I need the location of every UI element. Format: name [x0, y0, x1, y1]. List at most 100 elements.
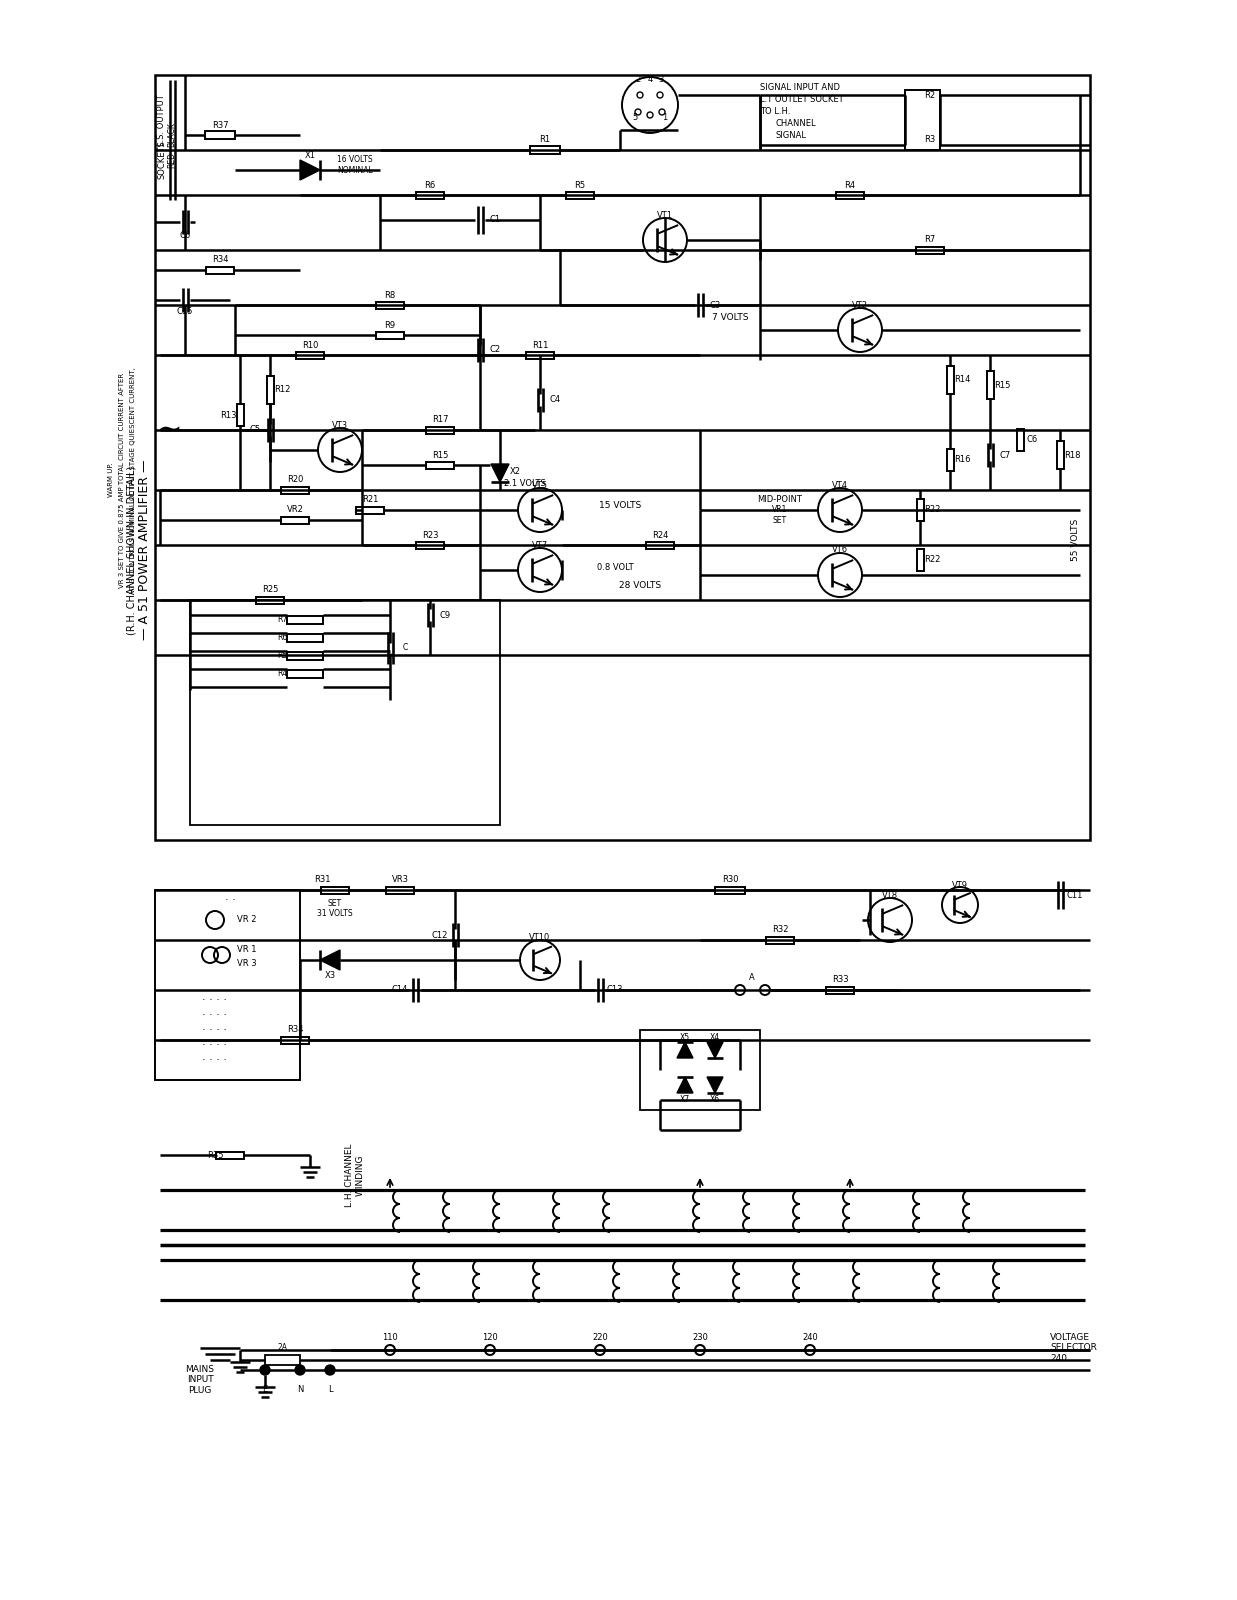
Bar: [646, 541, 674, 549]
Text: VR 3 SET TO GIVE 0.875 AMP TOTAL CIRCUIT CURRENT AFTER: VR 3 SET TO GIVE 0.875 AMP TOTAL CIRCUIT…: [119, 373, 125, 587]
Text: R18: R18: [1064, 451, 1080, 459]
Bar: [216, 1152, 244, 1158]
Bar: [281, 517, 309, 523]
Text: VT8: VT8: [882, 891, 898, 899]
Bar: [917, 549, 924, 571]
Text: C11: C11: [1066, 891, 1084, 899]
Bar: [281, 1037, 309, 1043]
Bar: [715, 886, 745, 893]
Text: R34: R34: [212, 256, 229, 264]
Bar: [766, 936, 794, 944]
Text: R31: R31: [314, 875, 330, 885]
Text: VT7: VT7: [532, 541, 548, 549]
Bar: [826, 987, 854, 994]
Text: MID-POINT: MID-POINT: [757, 496, 803, 504]
Text: R21: R21: [361, 496, 379, 504]
Text: CHANNEL: CHANNEL: [776, 120, 815, 128]
Text: SIGNAL: SIGNAL: [776, 131, 807, 141]
Text: C6: C6: [1027, 435, 1038, 445]
Text: VT2: VT2: [852, 301, 868, 309]
Bar: [190, 600, 500, 826]
Text: VT5: VT5: [532, 480, 548, 490]
Text: VT4: VT4: [833, 480, 849, 490]
Circle shape: [294, 1365, 306, 1374]
Polygon shape: [677, 1042, 693, 1058]
Text: A: A: [750, 973, 755, 982]
Text: 7 VOLTS: 7 VOLTS: [711, 314, 748, 323]
Text: SOCKETS: SOCKETS: [157, 141, 167, 179]
Text: R6: R6: [277, 634, 287, 643]
Text: VT10: VT10: [529, 933, 550, 941]
Text: R25: R25: [262, 586, 278, 595]
Bar: [526, 352, 554, 358]
Text: X7: X7: [680, 1096, 690, 1104]
Text: 2.1 VOLTS: 2.1 VOLTS: [505, 478, 546, 488]
Bar: [281, 486, 309, 493]
Polygon shape: [320, 950, 340, 970]
Text: (R.H. CHANNEL SHOWN IN DETAIL): (R.H. CHANNEL SHOWN IN DETAIL): [127, 466, 137, 635]
Text: VR 1: VR 1: [238, 946, 256, 955]
Text: R6: R6: [424, 181, 435, 190]
Text: ~: ~: [157, 416, 183, 445]
Bar: [155, 890, 301, 1080]
Text: 230: 230: [691, 1333, 708, 1342]
Text: VT3: VT3: [332, 421, 348, 429]
Text: R16: R16: [954, 456, 970, 464]
Polygon shape: [708, 1042, 722, 1058]
Bar: [266, 376, 273, 403]
Text: VR1
SET: VR1 SET: [772, 506, 788, 525]
Text: 28 VOLTS: 28 VOLTS: [618, 581, 661, 589]
Text: C12: C12: [432, 931, 448, 939]
Polygon shape: [677, 1077, 693, 1093]
Text: L: L: [328, 1386, 333, 1395]
Text: 220: 220: [593, 1333, 607, 1342]
Bar: [946, 450, 954, 470]
Bar: [356, 507, 383, 514]
Text: R10: R10: [302, 341, 318, 349]
Bar: [917, 499, 924, 522]
Text: VT9: VT9: [952, 880, 969, 890]
Text: VT6: VT6: [833, 546, 849, 555]
Text: R35: R35: [207, 1150, 223, 1160]
Text: 4: 4: [647, 75, 653, 85]
Text: N: N: [297, 1386, 303, 1395]
Text: VOLTAGE
SELECTOR
240: VOLTAGE SELECTOR 240: [1050, 1333, 1097, 1363]
Text: R22: R22: [924, 555, 940, 565]
Bar: [416, 541, 444, 549]
Text: L.H. CHANNEL
WINDING: L.H. CHANNEL WINDING: [345, 1144, 365, 1206]
Text: 55 VOLTS: 55 VOLTS: [1070, 518, 1080, 562]
Text: R1: R1: [539, 136, 550, 144]
Text: C5: C5: [250, 426, 261, 435]
Text: VR 2: VR 2: [238, 915, 256, 925]
Bar: [529, 146, 560, 154]
Text: SET: SET: [328, 899, 343, 907]
Text: WARM UP.: WARM UP.: [108, 462, 114, 498]
Text: 240: 240: [802, 1333, 818, 1342]
Text: VR3: VR3: [391, 875, 408, 885]
Bar: [287, 616, 323, 624]
Text: · · · ·: · · · ·: [203, 995, 228, 1005]
Text: L.S. OUTPUT: L.S. OUTPUT: [157, 94, 167, 146]
Text: R15: R15: [993, 381, 1011, 389]
Bar: [946, 366, 954, 394]
Bar: [155, 75, 1090, 840]
Bar: [426, 461, 454, 469]
Text: 15 VOLTS: 15 VOLTS: [599, 501, 641, 509]
Text: C2: C2: [490, 346, 501, 355]
Text: X5: X5: [680, 1032, 690, 1042]
Text: E: E: [262, 1386, 267, 1395]
Bar: [386, 886, 414, 893]
Text: R5: R5: [277, 651, 287, 661]
Text: C6: C6: [179, 230, 190, 240]
Circle shape: [325, 1365, 335, 1374]
Text: R9: R9: [385, 320, 396, 330]
Bar: [1017, 429, 1023, 451]
Bar: [287, 634, 323, 642]
Text: TO L.H.: TO L.H.: [760, 107, 790, 117]
Text: R4: R4: [845, 181, 856, 190]
Text: · · · ·: · · · ·: [203, 1010, 228, 1021]
Text: C14: C14: [392, 986, 408, 995]
Text: VT1: VT1: [657, 211, 673, 219]
Text: R20: R20: [287, 475, 303, 485]
Circle shape: [260, 1365, 270, 1374]
